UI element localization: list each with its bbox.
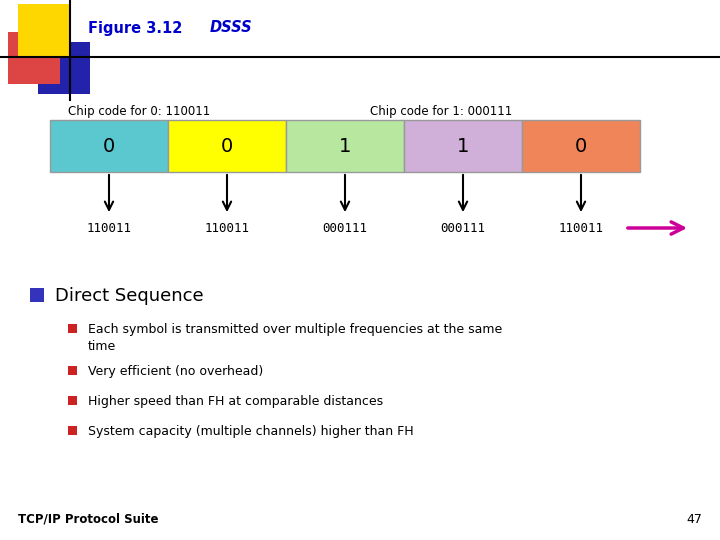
Bar bbox=[68, 426, 77, 435]
Text: Figure 3.12: Figure 3.12 bbox=[88, 21, 182, 36]
Bar bbox=[8, 32, 60, 84]
Text: Chip code for 0: 110011: Chip code for 0: 110011 bbox=[68, 105, 210, 118]
Text: 000111: 000111 bbox=[323, 222, 367, 235]
Bar bbox=[68, 324, 77, 333]
Text: Very efficient (no overhead): Very efficient (no overhead) bbox=[88, 364, 264, 377]
Text: 110011: 110011 bbox=[559, 222, 603, 235]
Text: Chip code for 1: 000111: Chip code for 1: 000111 bbox=[370, 105, 512, 118]
Bar bbox=[68, 366, 77, 375]
Text: 0: 0 bbox=[103, 137, 115, 156]
Bar bbox=[404, 120, 522, 172]
Bar bbox=[30, 288, 44, 302]
Bar bbox=[68, 396, 77, 405]
Text: Higher speed than FH at comparable distances: Higher speed than FH at comparable dista… bbox=[88, 395, 383, 408]
Bar bbox=[18, 4, 70, 56]
Text: 47: 47 bbox=[686, 513, 702, 526]
Text: TCP/IP Protocol Suite: TCP/IP Protocol Suite bbox=[18, 513, 158, 526]
Text: Direct Sequence: Direct Sequence bbox=[55, 287, 204, 305]
Text: System capacity (multiple channels) higher than FH: System capacity (multiple channels) high… bbox=[88, 424, 413, 437]
Text: 0: 0 bbox=[221, 137, 233, 156]
Text: Each symbol is transmitted over multiple frequencies at the same: Each symbol is transmitted over multiple… bbox=[88, 322, 503, 335]
Text: 1: 1 bbox=[456, 137, 469, 156]
Bar bbox=[50, 120, 168, 172]
Text: DSSS: DSSS bbox=[210, 21, 253, 36]
Bar bbox=[286, 120, 404, 172]
Bar bbox=[168, 120, 286, 172]
Text: 1: 1 bbox=[339, 137, 351, 156]
Bar bbox=[522, 120, 640, 172]
Bar bbox=[38, 42, 90, 94]
Text: 0: 0 bbox=[575, 137, 587, 156]
Text: 110011: 110011 bbox=[86, 222, 132, 235]
Text: time: time bbox=[88, 340, 116, 353]
Text: 000111: 000111 bbox=[441, 222, 485, 235]
Text: 110011: 110011 bbox=[204, 222, 250, 235]
